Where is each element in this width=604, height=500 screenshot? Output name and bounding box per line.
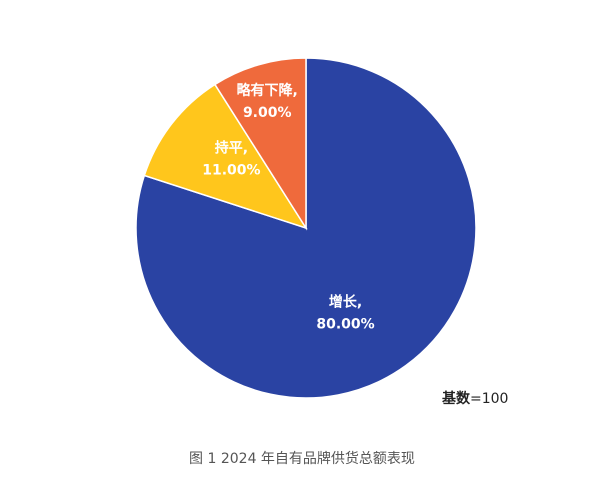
pie-slice-value-2: 11.00% [202, 162, 260, 178]
pie-slices [135, 57, 477, 399]
base-note: 基数=100 [442, 388, 508, 408]
pie-slice-value-1: 80.00% [316, 317, 374, 333]
pie-slice-1 [135, 57, 477, 399]
base-note-label: 基数 [442, 391, 470, 407]
pie-slice-value-3: 9.00% [243, 105, 292, 121]
pie-slice-2 [143, 83, 308, 230]
pie-labels: 增长, 80.00% 持平, 11.00% 略有下降, 9.00% [202, 82, 374, 333]
pie-slice-name-1: 增长, [329, 294, 362, 311]
pie-slice-3 [213, 57, 307, 231]
pie-slice-name-3: 略有下降, [237, 82, 298, 99]
base-note-value: =100 [470, 391, 509, 407]
figure-caption: 图 1 2024 年自有品牌供货总额表现 [189, 451, 415, 467]
pie-slice-name-2: 持平, [215, 139, 248, 156]
